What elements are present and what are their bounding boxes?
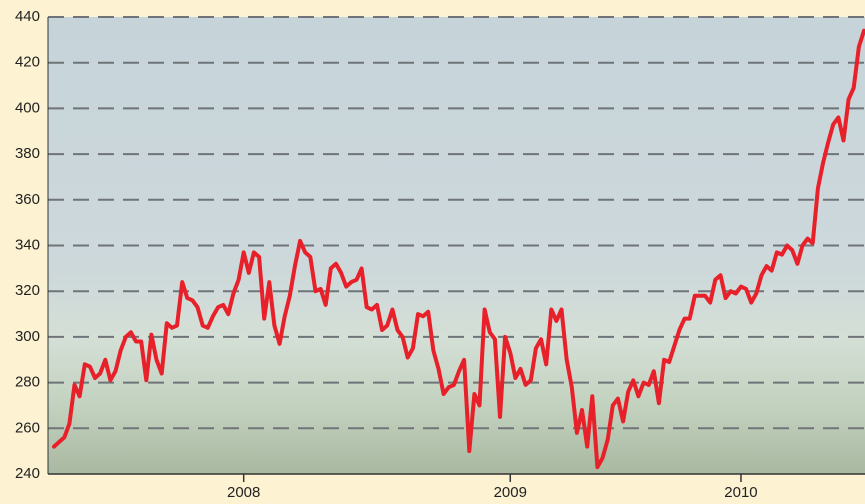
x-tick-label: 2010 xyxy=(724,484,757,501)
y-tick-label: 280 xyxy=(15,374,40,391)
price-line xyxy=(52,28,865,470)
y-tick-label: 300 xyxy=(15,328,40,345)
y-tick-label: 420 xyxy=(15,54,40,71)
y-tick-label: 340 xyxy=(15,236,40,253)
y-tick-label: 400 xyxy=(15,99,40,116)
y-tick-label: 380 xyxy=(15,145,40,162)
y-tick-label: 240 xyxy=(15,465,40,482)
y-tick-label: 320 xyxy=(15,282,40,299)
x-tick-label: 2008 xyxy=(227,484,260,501)
y-tick-label: 440 xyxy=(15,8,40,25)
y-tick-label: 260 xyxy=(15,419,40,436)
y-tick-label: 360 xyxy=(15,191,40,208)
x-tick-label: 2009 xyxy=(494,484,527,501)
